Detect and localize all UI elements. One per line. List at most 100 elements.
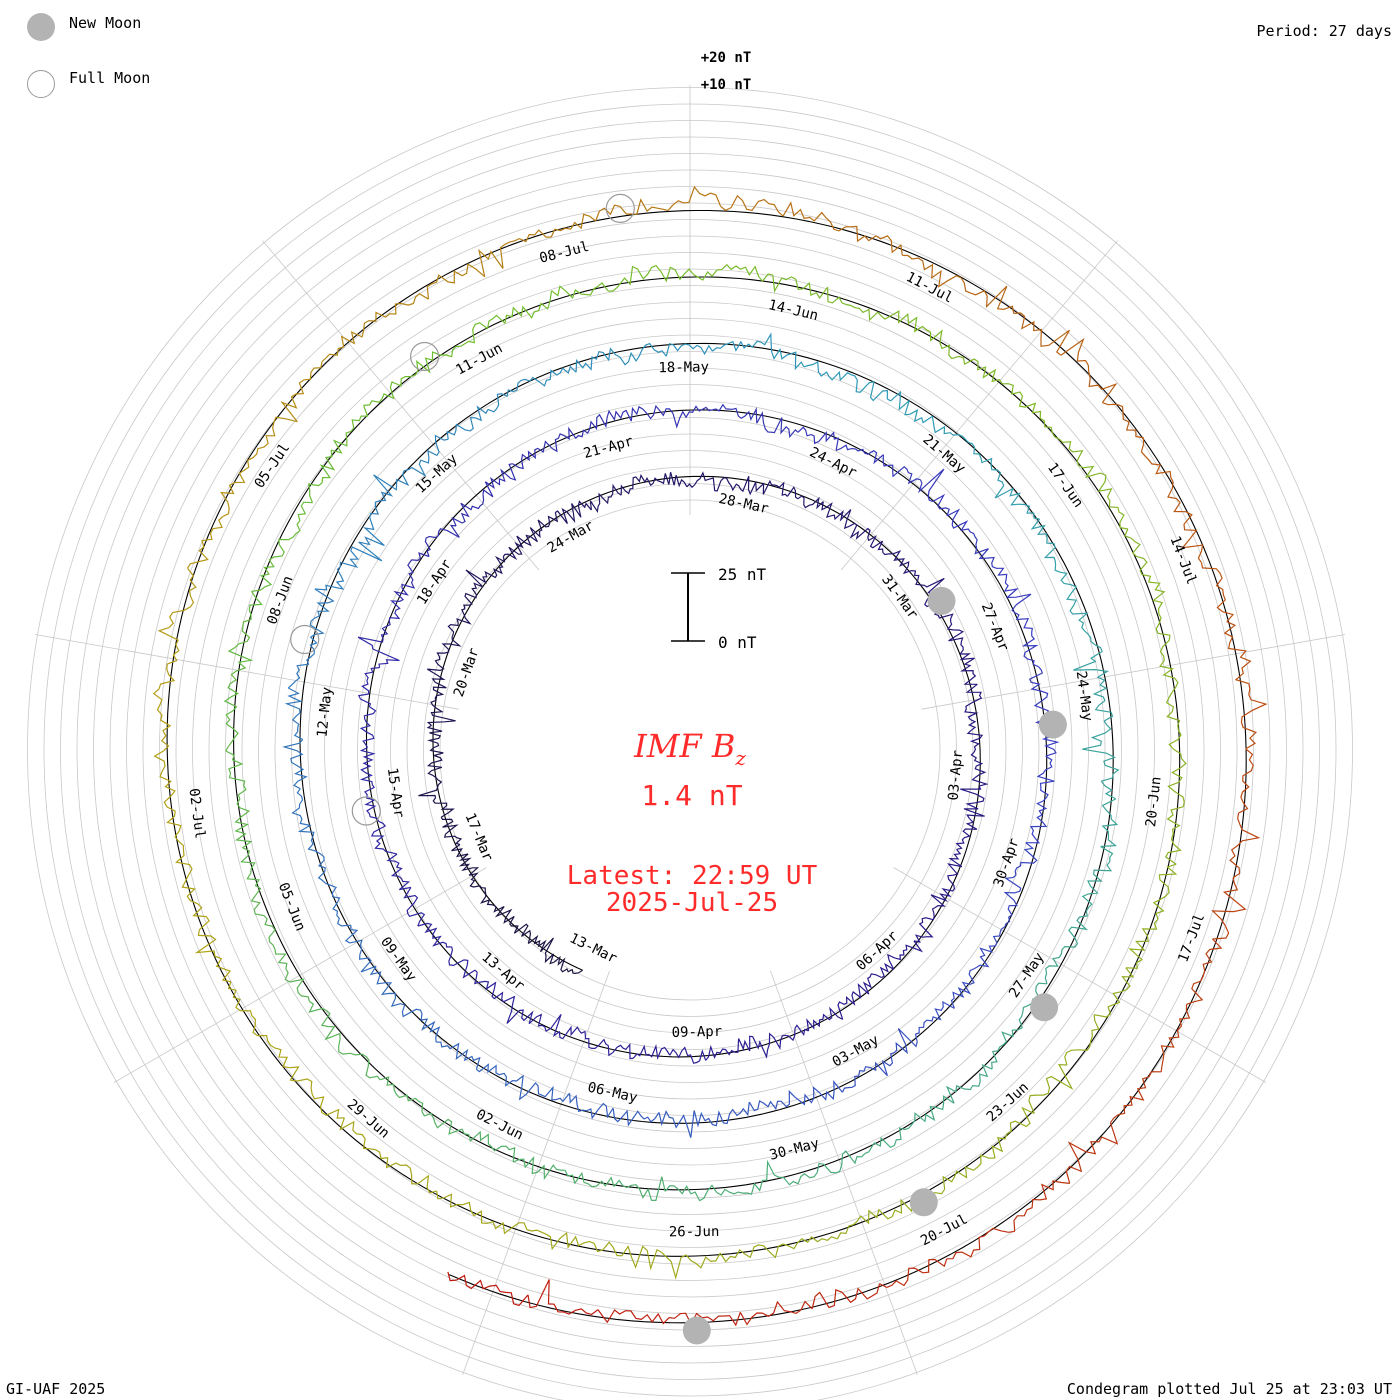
bz-trace-segment (528, 1013, 564, 1040)
date-label: 11-Jul (903, 269, 955, 306)
new-moon-icon (27, 13, 55, 41)
bz-trace-segment (368, 292, 429, 322)
bz-trace-segment (915, 1000, 955, 1035)
bz-trace-segment (991, 1027, 1023, 1070)
bz-trace-segment (284, 687, 304, 741)
new-moon-marker (927, 586, 956, 615)
bz-trace-segment (436, 1041, 481, 1070)
bz-trace-segment (308, 1000, 341, 1047)
bz-trace-segment (168, 567, 197, 629)
bz-trace-segment (1028, 666, 1049, 712)
bz-trace-segment (277, 953, 310, 1002)
bz-trace-segment (426, 724, 444, 757)
bz-trace-segment (373, 469, 410, 508)
day-spoke (113, 867, 487, 1083)
bz-trace-segment (942, 1154, 996, 1190)
bz-trace-segment (1100, 798, 1119, 848)
bz-trace-segment (309, 588, 335, 644)
bz-trace-segment (669, 1046, 707, 1064)
bz-trace-segment (220, 460, 250, 518)
bz-trace-segment (152, 688, 172, 752)
bz-trace-segment (772, 1024, 809, 1051)
bz-trace-segment (364, 784, 380, 822)
bz-trace-segment (598, 1038, 634, 1060)
bz-trace-segment (658, 1110, 706, 1138)
bz-trace-segment (350, 506, 385, 562)
bz-trace-segment (403, 887, 426, 927)
scale-bar: 25 nT 0 nT (671, 565, 767, 652)
bz-trace-segment (468, 1130, 516, 1163)
bz-trace-segment (595, 198, 658, 222)
bz-trace-segment (946, 621, 965, 655)
date-label: 14-Jul (1166, 534, 1199, 587)
bz-trace-segment (705, 1038, 740, 1061)
bz-trace-segment (551, 426, 591, 453)
bz-trace-segment (502, 534, 532, 561)
bz-trace-segment (385, 587, 409, 628)
date-label: 14-Jun (767, 297, 820, 324)
bz-trace-segment (816, 1150, 866, 1174)
bz-trace-segment (929, 329, 979, 366)
bz-trace-segment (1054, 565, 1078, 612)
bz-trace-segment (908, 1095, 955, 1129)
bz-trace-segment (225, 750, 247, 805)
full-moon-marker (605, 193, 635, 223)
legend-new-moon: New Moon (27, 13, 141, 41)
bz-trace-segment (512, 440, 553, 470)
bz-trace-segment (918, 468, 950, 517)
bz-trace-segment (1238, 748, 1254, 814)
bz-trace-segment (575, 347, 621, 373)
bz-trace-segment (1167, 748, 1187, 807)
day-spoke (262, 240, 540, 571)
bz-trace-segment (554, 500, 592, 524)
bz-trace-segment (1140, 451, 1181, 504)
bz-trace-segment (253, 909, 286, 955)
parameter-subscript: z (734, 746, 746, 770)
bz-trace-segment (1069, 610, 1103, 652)
bz-trace-segment (686, 471, 722, 492)
bz-trace-segment (1036, 755, 1055, 802)
date-label: 30-Apr (991, 836, 1023, 889)
bz-trace-segment (887, 940, 924, 970)
bz-trace-segment (424, 524, 460, 557)
bz-trace-segment (379, 1076, 424, 1112)
bz-trace-segment (186, 516, 224, 569)
bz-trace-segment (974, 548, 1008, 584)
bz-trace-segment (946, 508, 978, 549)
bz-trace-segment (991, 1106, 1035, 1159)
bz-trace-segment (421, 1111, 470, 1136)
bz-trace-segment (369, 965, 405, 1008)
bz-trace-segment (1109, 1071, 1162, 1124)
bz-trace-segment (330, 405, 369, 454)
bz-trace-segment (357, 625, 400, 668)
bz-trace-segment (841, 1061, 888, 1093)
bz-trace-segment (223, 696, 239, 752)
bz-trace-segment (755, 479, 788, 497)
scale-bar-top-label: 25 nT (718, 565, 767, 584)
bz-trace-segment (157, 627, 180, 690)
bz-trace-segment (486, 899, 515, 924)
bz-trace-segment (930, 884, 956, 914)
bz-trace-segment (589, 483, 622, 514)
bz-trace-segment (434, 636, 462, 665)
bz-trace-segment (314, 550, 360, 591)
bz-trace-segment (534, 213, 597, 238)
bz-trace-segment (408, 434, 449, 477)
bz-trace-segment (166, 811, 193, 870)
bz-trace-segment (632, 1044, 671, 1060)
bz-trace-segment (234, 803, 253, 856)
scale-labels: +20 nT +10 nT (701, 50, 752, 93)
bz-trace-segment (401, 1004, 441, 1043)
zero-baseline (166, 209, 1247, 1324)
bz-trace-segment (512, 1156, 566, 1181)
full-moon-label: Full Moon (69, 69, 151, 87)
bz-trace-segment (945, 1063, 993, 1104)
bz-trace-segment (1124, 528, 1152, 583)
new-moon-label: New Moon (69, 14, 142, 32)
day-spoke (921, 634, 1345, 710)
bz-trace-segment (806, 1006, 843, 1031)
bz-trace-segment (959, 653, 978, 685)
bz-trace-segment (821, 501, 852, 530)
bz-trace-segment (1125, 918, 1159, 969)
bz-trace-segment (553, 955, 583, 975)
